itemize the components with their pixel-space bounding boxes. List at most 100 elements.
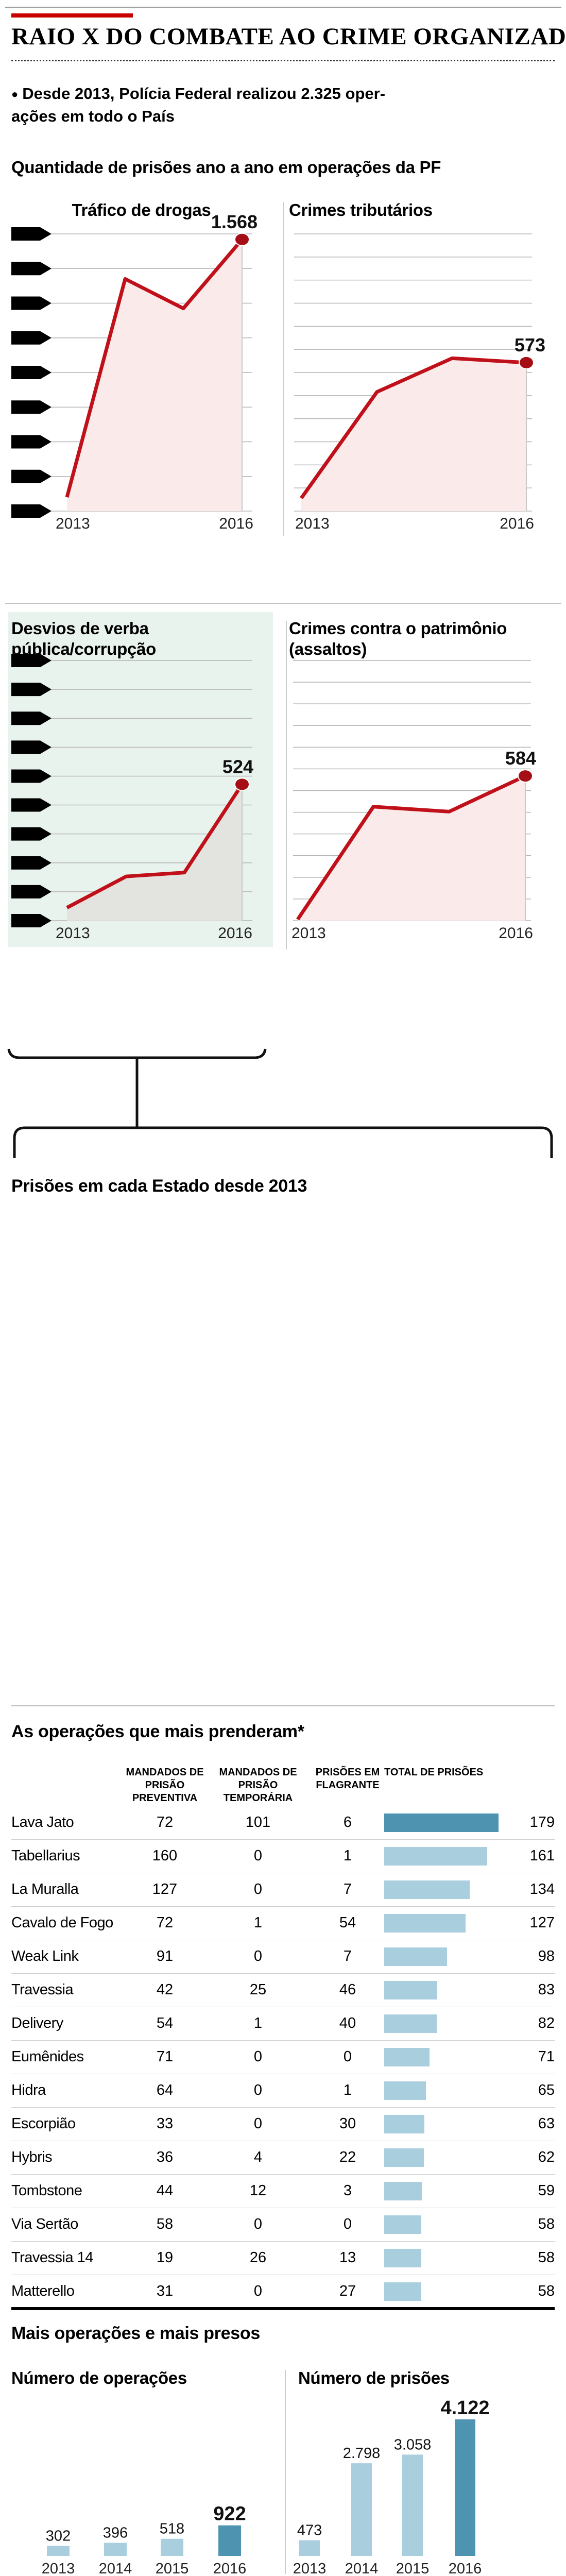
bracket-over-map [13,1126,553,1158]
cell-value: 6 [343,1814,352,1831]
bar-2013 [47,2546,70,2556]
cell-value: 71 [156,2048,174,2065]
chart-plot: 473 2013 2.798 2014 3.058 2015 4.122 2016 [293,2388,556,2576]
cell-value: 19 [156,2249,174,2266]
end-point-dot [234,232,250,246]
operation-name: Via Sertão [11,2216,78,2232]
cell-value: 31 [156,2283,174,2299]
cell-value: 0 [253,2283,263,2299]
bracket-under-chart [7,1048,267,1059]
redacted-axis-label-icon [11,914,52,927]
total-value: 58 [538,2216,555,2232]
redacted-axis-label-icon [11,856,52,870]
total-bar [384,2182,422,2200]
section-heading-annual: Quantidade de prisões ano a ano em opera… [11,158,441,177]
thick-rule [11,2307,555,2310]
chart-title: Número de prisões [298,2368,450,2387]
line-chart-svg: 573 2013 2016 [294,233,545,532]
redacted-axis-label-icon [11,683,52,697]
xtick-2013: 2013 [295,515,330,532]
total-value: 62 [538,2149,555,2165]
cell-value: 25 [249,1981,267,1998]
operation-name: Lava Jato [11,1814,74,1831]
line-chart-svg: 584 2013 2016 [291,660,536,942]
section-heading-more: Mais operações e mais presos [11,2324,260,2343]
bar-year-label: 2016 [213,2561,247,2576]
bar-year-label: 2015 [396,2561,430,2576]
cell-value: 42 [156,1981,174,1998]
col-header-total: TOTAL DE PRISÕES [384,1767,484,1778]
bar-2015 [402,2454,423,2556]
chart-num-prisoes: Número de prisões 473 2013 2.798 2014 3.058 2… [293,2368,556,2576]
bar-value-label: 473 [297,2522,322,2539]
total-value: 58 [538,2283,555,2299]
redacted-axis-label-icon [11,740,52,754]
cell-value: 58 [156,2216,174,2232]
total-value: 83 [538,1981,555,1998]
total-value: 82 [538,2015,555,2031]
end-point-dot [518,769,533,783]
redacted-axis-label-icon [11,435,52,449]
xtick-2013: 2013 [56,925,90,942]
total-value: 59 [538,2182,555,2199]
trend-line [296,774,526,921]
table-row: Delivery 54 1 40 82 [11,2007,555,2040]
total-value: 161 [529,1848,555,1864]
section-heading-map: Prisões em cada Estado desde 2013 [11,1176,307,1196]
operation-name: Delivery [11,2015,63,2031]
bar-2015 [161,2538,183,2556]
bar-value-label: 518 [160,2521,184,2537]
rule-above-table [11,1705,555,1706]
xtick-2013: 2013 [56,515,90,532]
operation-name: Travessia [11,1981,74,1998]
intro-text: ● Desde 2013, Polícia Federal realizou 2.… [11,82,423,127]
redacted-axis-label-icon [11,654,52,667]
operation-name: Hidra [11,2082,46,2098]
bar-value-label: 2.798 [343,2445,381,2462]
table-row: Matterello 31 0 27 58 [11,2275,555,2308]
brazil-map-svg [0,1231,566,1695]
divider-bar-charts [285,2370,286,2574]
cell-value: 0 [253,1848,263,1864]
cell-value: 0 [253,2216,263,2232]
redacted-axis-label-icon [11,227,52,241]
bar-value-label: 3.058 [394,2436,432,2453]
table-row: Lava Jato 72 101 6 179 [11,1806,555,1839]
cell-value: 3 [343,2182,352,2199]
operation-name: Escorpião [11,2115,76,2132]
bar-year-label: 2013 [42,2561,75,2576]
bar-chart-svg: 473 2013 2.798 2014 3.058 2015 4.122 2016 [293,2397,490,2576]
redacted-axis-label-icon [11,827,52,841]
table-row: Tabellarius 160 0 1 161 [11,1839,555,1873]
cell-value: 46 [339,1981,356,1998]
redacted-axis-label-icon [11,262,52,276]
chart-crimes-tributarios: Crimes tributários 573 2013 2016 [289,200,555,535]
col-header-preventiva: MANDADOS DE PRISÃO PREVENTIVA [126,1767,204,1804]
operation-name: Travessia 14 [11,2249,93,2266]
redacted-axis-label-icon [11,331,52,345]
chart-desvios-panel: Desvios de verba pública/corrupção 524 201… [8,612,273,947]
cell-value: 54 [156,2015,174,2031]
redacted-axis-label-icon [11,769,52,783]
chart-trafico-drogas: Tráfico de drogas 1.568 2013 2016 [11,200,271,535]
operation-name: Tabellarius [11,1848,80,1864]
table-row: Weak Link 91 0 7 98 [11,1940,555,1973]
table-row: Via Sertão 58 0 0 58 [11,2208,555,2241]
cell-value: 54 [339,1914,356,1931]
operations-table: Lava Jato 72 101 6 179 Tabellarius 160 0 1 161 La … [11,1806,555,2308]
xtick-2016: 2016 [499,925,533,942]
cell-value: 26 [249,2249,267,2266]
bar-value-label: 922 [213,2503,246,2525]
table-header: MANDADOS DE PRISÃO PREVENTIVA MANDADOS D… [11,1766,555,1807]
dotted-rule-top [11,60,555,61]
total-bar [384,1981,437,1999]
cell-value: 1 [343,1848,352,1864]
xtick-2016: 2016 [219,515,253,532]
top-rule [5,7,561,8]
end-value-label: 584 [505,748,536,769]
operation-name: Hybris [11,2149,53,2165]
cell-value: 91 [156,1948,174,1964]
table-row: Hybris 36 4 22 62 [11,2141,555,2174]
cell-value: 1 [253,2015,263,2031]
